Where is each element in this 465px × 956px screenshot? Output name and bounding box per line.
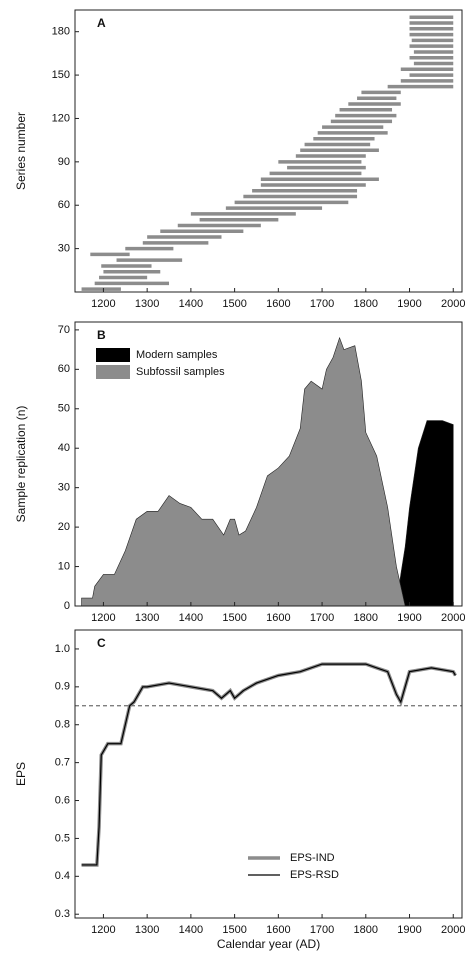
line: [81, 662, 457, 867]
x-tick-label: 1200: [91, 612, 115, 624]
y-tick-label: 0.5: [55, 832, 70, 844]
panel: 1200 1300 1400 1500 1600 1700 1800 1900 2000 30 60…: [14, 9, 465, 310]
y-tick-label: 0.3: [55, 908, 70, 920]
y-tick-label: 0.4: [55, 870, 70, 882]
x-tick-label: 1900: [397, 924, 421, 936]
legend-label: Subfossil samples: [136, 366, 225, 378]
x-tick-label: 1500: [222, 924, 246, 936]
y-tick-label: 0.7: [55, 757, 70, 769]
x-tick-label: 2000: [441, 298, 465, 310]
x-tick-label: 1700: [310, 924, 334, 936]
x-tick-label: 1400: [179, 612, 203, 624]
y-tick-label: 0.9: [55, 681, 70, 693]
y-tick-label: 30: [58, 243, 70, 255]
panel: Modern samples Subfossil samples 1200 1300 1…: [14, 321, 465, 624]
y-tick-label: 90: [58, 156, 70, 168]
panel-label: C: [97, 636, 106, 650]
x-tick-label: 1400: [179, 924, 203, 936]
plot-frame: [74, 321, 463, 607]
y-tick-label: 150: [52, 69, 70, 81]
y-axis-title: EPS: [14, 762, 28, 786]
x-tick-label: 1500: [222, 612, 246, 624]
legend-swatch: [96, 348, 130, 362]
x-tick-label: 1200: [91, 298, 115, 310]
legend-label: EPS-RSD: [290, 869, 339, 881]
legend-swatch: [96, 365, 130, 379]
panel: EPS-IND EPS-RSD 1200 1300 1400 1500 1600 1700 18…: [14, 629, 465, 951]
x-tick-label: 2000: [441, 924, 465, 936]
x-tick-label: 1800: [354, 298, 378, 310]
line: [81, 663, 456, 866]
y-tick-label: 120: [52, 112, 70, 124]
y-tick-label: 0.6: [55, 794, 70, 806]
x-tick-label: 1800: [354, 612, 378, 624]
y-tick-label: 30: [58, 482, 70, 494]
y-tick-label: 60: [58, 363, 70, 375]
y-tick-label: 1.0: [55, 643, 70, 655]
y-tick-label: 20: [58, 521, 70, 533]
panel-label: A: [97, 16, 106, 30]
y-tick-label: 0: [64, 600, 70, 612]
x-tick-label: 1900: [397, 612, 421, 624]
x-tick-label: 1400: [179, 298, 203, 310]
x-tick-label: 1200: [91, 924, 115, 936]
x-tick-label: 1700: [310, 612, 334, 624]
x-tick-label: 1300: [135, 298, 159, 310]
y-tick-label: 40: [58, 442, 70, 454]
x-tick-label: 1300: [135, 612, 159, 624]
legend-label: EPS-IND: [290, 852, 335, 864]
x-tick-label: 1300: [135, 924, 159, 936]
y-tick-label: 60: [58, 199, 70, 211]
y-tick-label: 70: [58, 324, 70, 336]
y-axis-title: Sample replication (n): [14, 406, 28, 523]
y-tick-label: 50: [58, 403, 70, 415]
y-tick-label: 10: [58, 560, 70, 572]
plot-frame: [74, 9, 463, 293]
x-tick-label: 1800: [354, 924, 378, 936]
x-axis-title: Calendar year (AD): [217, 937, 320, 951]
x-tick-label: 1600: [266, 612, 290, 624]
x-tick-label: 1600: [266, 298, 290, 310]
y-axis-title: Series number: [14, 112, 28, 190]
y-tick-label: 180: [52, 26, 70, 38]
x-tick-label: 2000: [441, 612, 465, 624]
legend-label: Modern samples: [136, 349, 218, 361]
y-tick-label: 0.8: [55, 719, 70, 731]
x-tick-label: 1900: [397, 298, 421, 310]
area: [396, 420, 454, 607]
plot-frame: [74, 629, 463, 919]
area: [81, 336, 406, 607]
x-tick-label: 1600: [266, 924, 290, 936]
x-tick-label: 1500: [222, 298, 246, 310]
panel-label: B: [97, 328, 106, 342]
x-tick-label: 1700: [310, 298, 334, 310]
